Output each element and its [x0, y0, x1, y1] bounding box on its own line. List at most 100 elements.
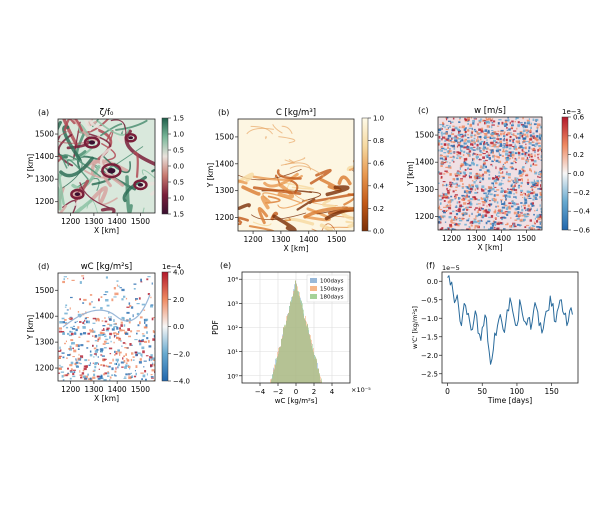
- heatmap-cell: [473, 139, 475, 142]
- heatmap-cell: [121, 345, 123, 347]
- heatmap-cell: [523, 206, 526, 210]
- tracer-filament: [252, 221, 272, 227]
- heatmap-cell: [88, 378, 92, 381]
- heatmap-cell: [498, 176, 501, 178]
- heatmap-cell: [525, 159, 528, 162]
- heatmap-cell: [118, 351, 122, 354]
- histogram-bar: [301, 300, 302, 383]
- heatmap-cell: [104, 372, 107, 375]
- heatmap-cell: [456, 201, 458, 204]
- histogram-bar: [303, 309, 304, 383]
- x-tick-label: 100: [510, 387, 525, 396]
- heatmap-cell: [62, 280, 65, 284]
- heatmap-cell: [443, 155, 447, 158]
- x-axis-label: wC [kg/m²s]: [275, 397, 318, 405]
- histogram-bar: [285, 324, 286, 383]
- heatmap-cell: [516, 132, 521, 135]
- heatmap-cell: [139, 316, 143, 319]
- heatmap-cell: [494, 223, 497, 227]
- heatmap-cell: [438, 207, 441, 210]
- heatmap-cell: [489, 203, 493, 206]
- heatmap-cell: [122, 329, 125, 332]
- heatmap-cell: [529, 168, 532, 172]
- heatmap-cell: [467, 137, 470, 139]
- heatmap-cell: [138, 339, 141, 342]
- heatmap-cell: [502, 212, 505, 214]
- heatmap-cell: [537, 188, 541, 190]
- heatmap-cell: [141, 333, 145, 335]
- heatmap-cell: [83, 332, 87, 335]
- heatmap-cell: [507, 154, 510, 157]
- heatmap-cell: [534, 154, 536, 157]
- heatmap-cell: [477, 199, 481, 201]
- heatmap-cell: [440, 148, 442, 151]
- x-axis-label: Time [days]: [487, 396, 532, 405]
- heatmap-cell: [458, 219, 463, 222]
- heatmap-cell: [476, 203, 479, 205]
- heatmap-cell: [446, 155, 449, 158]
- heatmap-cell: [458, 207, 461, 211]
- heatmap-cell: [522, 151, 525, 153]
- heatmap-cell: [515, 158, 518, 161]
- heatmap-cell: [536, 135, 539, 138]
- heatmap-cell: [100, 296, 103, 298]
- heatmap-cell: [512, 146, 515, 147]
- heatmap-cell: [522, 169, 525, 173]
- tracer-filament: [283, 182, 315, 190]
- heatmap-cell: [113, 332, 117, 334]
- series-line: [447, 275, 573, 365]
- heatmap-cell: [115, 353, 118, 355]
- colorbar: [161, 271, 169, 382]
- heatmap-cell: [449, 156, 453, 158]
- heatmap-cell: [527, 159, 529, 163]
- heatmap-cell: [504, 196, 507, 198]
- y-tick-label: −1.0: [421, 315, 438, 323]
- heatmap-cell: [67, 354, 71, 356]
- heatmap-cell: [465, 186, 468, 188]
- heatmap-cell: [454, 126, 458, 129]
- heatmap-cell: [488, 203, 491, 206]
- heatmap-cell: [509, 154, 513, 157]
- heatmap-cell: [531, 187, 533, 191]
- heatmap-cell: [511, 205, 514, 208]
- heatmap-cell: [117, 349, 120, 352]
- heatmap-cell: [127, 328, 130, 331]
- heatmap-cell: [458, 197, 460, 200]
- heatmap-cell: [151, 357, 155, 360]
- heatmap-cell: [492, 197, 496, 199]
- heatmap-cell: [506, 146, 508, 149]
- heatmap-cell: [134, 339, 138, 341]
- heatmap-cell: [506, 127, 508, 129]
- heatmap-cell: [495, 141, 498, 144]
- heatmap-cell: [524, 226, 527, 228]
- heatmap-cell: [495, 133, 499, 135]
- heatmap-cell: [539, 204, 541, 207]
- heatmap-cell: [514, 178, 517, 181]
- heatmap-cell: [451, 182, 454, 184]
- x-axis-label: X [km]: [94, 226, 119, 235]
- heatmap-cell: [104, 320, 108, 323]
- heatmap-cell: [141, 303, 146, 306]
- heatmap-cell: [441, 134, 443, 137]
- heatmap-cell: [128, 320, 131, 324]
- heatmap-cell: [112, 358, 114, 362]
- heatmap-cell: [499, 169, 502, 172]
- heatmap-cell: [487, 131, 490, 134]
- heatmap-cell: [114, 325, 118, 328]
- colorbar-tick-label: 0.0: [173, 163, 184, 171]
- heatmap-cell: [466, 219, 470, 222]
- vorticity-filament: [77, 177, 100, 191]
- heatmap-cell: [459, 172, 462, 175]
- heatmap-cell: [442, 162, 446, 164]
- heatmap-cell: [60, 366, 64, 368]
- heatmap-cell: [512, 179, 514, 183]
- heatmap-cell: [70, 368, 73, 371]
- heatmap-cell: [499, 144, 503, 147]
- x-exponent: ×10⁻⁵: [351, 386, 371, 394]
- heatmap-cell: [96, 348, 99, 351]
- heatmap-cell: [500, 190, 504, 193]
- heatmap-cell: [500, 172, 503, 174]
- tracer-filament: [341, 211, 354, 221]
- heatmap-cell: [145, 378, 147, 381]
- heatmap-cell: [462, 183, 464, 186]
